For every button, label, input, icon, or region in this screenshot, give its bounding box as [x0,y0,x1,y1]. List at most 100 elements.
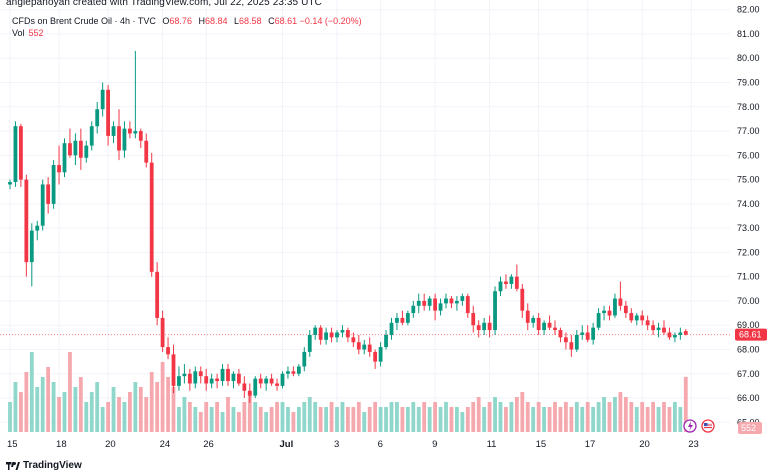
candle-body [487,322,492,331]
candle-body [133,131,138,134]
candle-body [362,344,367,350]
candle-body [258,378,263,384]
candle-body [656,327,661,331]
volume-bar [471,402,476,432]
volume-bar [302,402,307,432]
time-axis-label: Jul [280,439,294,450]
volume-bar [35,387,40,432]
volume-bar [509,402,514,432]
candle-body [384,334,388,348]
candle-body [40,184,45,226]
price-axis-label: 71.00 [737,272,760,282]
volume-bar [78,377,83,432]
volume-bar [149,372,154,432]
volume-bar [678,407,683,432]
candle-body [242,383,247,391]
volume-bar [100,407,105,432]
time-axis-label: 18 [56,439,67,450]
change-value: −0.14 (−0.20%) [299,16,362,26]
candle-body [514,276,519,289]
volume-bar [264,412,269,432]
volume-bar [411,402,416,432]
candle-body [160,317,165,348]
volume-bar [291,412,296,432]
volume-bar [128,392,132,432]
volume-bar [177,407,181,432]
volume-bar [596,402,601,432]
price-axis-label: 76.00 [737,150,760,160]
volume-bar [160,362,165,432]
volume-bar [73,387,78,432]
candle-body [111,126,116,136]
volume-bar [318,407,323,432]
volume-bar [133,382,138,432]
candle-body [24,179,29,263]
candle-body [329,332,334,338]
candle-body [558,330,563,338]
time-axis-label: 20 [105,439,116,450]
candle-body [335,332,339,338]
volume-bar [378,407,383,432]
candle-body [493,291,497,331]
volume-bar [455,407,459,432]
volume-bar [525,402,530,432]
volume-bar [253,402,258,432]
volume-bar [89,392,94,432]
candle-body [78,140,83,158]
tradingview-brand[interactable]: TradingView [6,460,82,471]
price-axis-label: 82.00 [737,5,760,15]
candle-body [19,126,23,180]
last-volume-label: 552 [741,423,756,433]
volume-bar [476,397,481,432]
candle-body [351,337,356,343]
candle-body [662,327,666,333]
candle-body [340,330,345,333]
candle-body [683,331,688,335]
candle-body [509,276,514,284]
volume-bar [324,407,328,432]
volume-bar [569,407,574,432]
symbol-name[interactable]: CFDs on Brent Crude Oil · 4h · TVC [12,16,156,26]
price-axis-label: 81.00 [737,29,760,39]
candle-body [269,378,274,384]
candle-body [395,317,399,323]
price-axis-label: 69.00 [737,320,760,330]
candle-body [215,378,219,382]
candle-body [367,344,372,352]
candle-body [400,317,405,323]
volume-bar [416,407,421,432]
candle-body [51,165,56,204]
volume-label: Vol [12,28,25,38]
volume-bar [46,367,51,432]
volume-bar [634,407,639,432]
created-by-text: anglepanoyan created with TradingView.co… [6,0,322,8]
candle-body [433,298,437,311]
candle-body [634,315,639,321]
volume-bar [351,407,356,432]
candle-body [253,378,258,396]
volume-bar [667,407,672,432]
candle-body [531,317,536,323]
volume-value: 552 [28,28,44,38]
volume-bar [389,402,394,432]
volume-bar [656,407,661,432]
candle-body [585,332,590,340]
candle-body [416,300,421,306]
low-label: L [234,16,240,26]
volume-bar [613,397,617,432]
price-axis-label: 68.00 [737,344,760,354]
price-axis-label: 74.00 [737,199,760,209]
candle-body [128,128,132,134]
volume-bar [117,397,121,432]
volume-legend: Vol 552 [12,28,44,38]
open-value: 68.76 [169,16,192,26]
candle-body [46,184,51,204]
volume-bar [122,402,127,432]
candle-body [187,373,192,384]
candle-body [231,373,236,382]
volume-bar [106,402,110,432]
candle-body [62,143,67,173]
volume-bar [346,407,350,432]
candle-body [122,128,127,151]
